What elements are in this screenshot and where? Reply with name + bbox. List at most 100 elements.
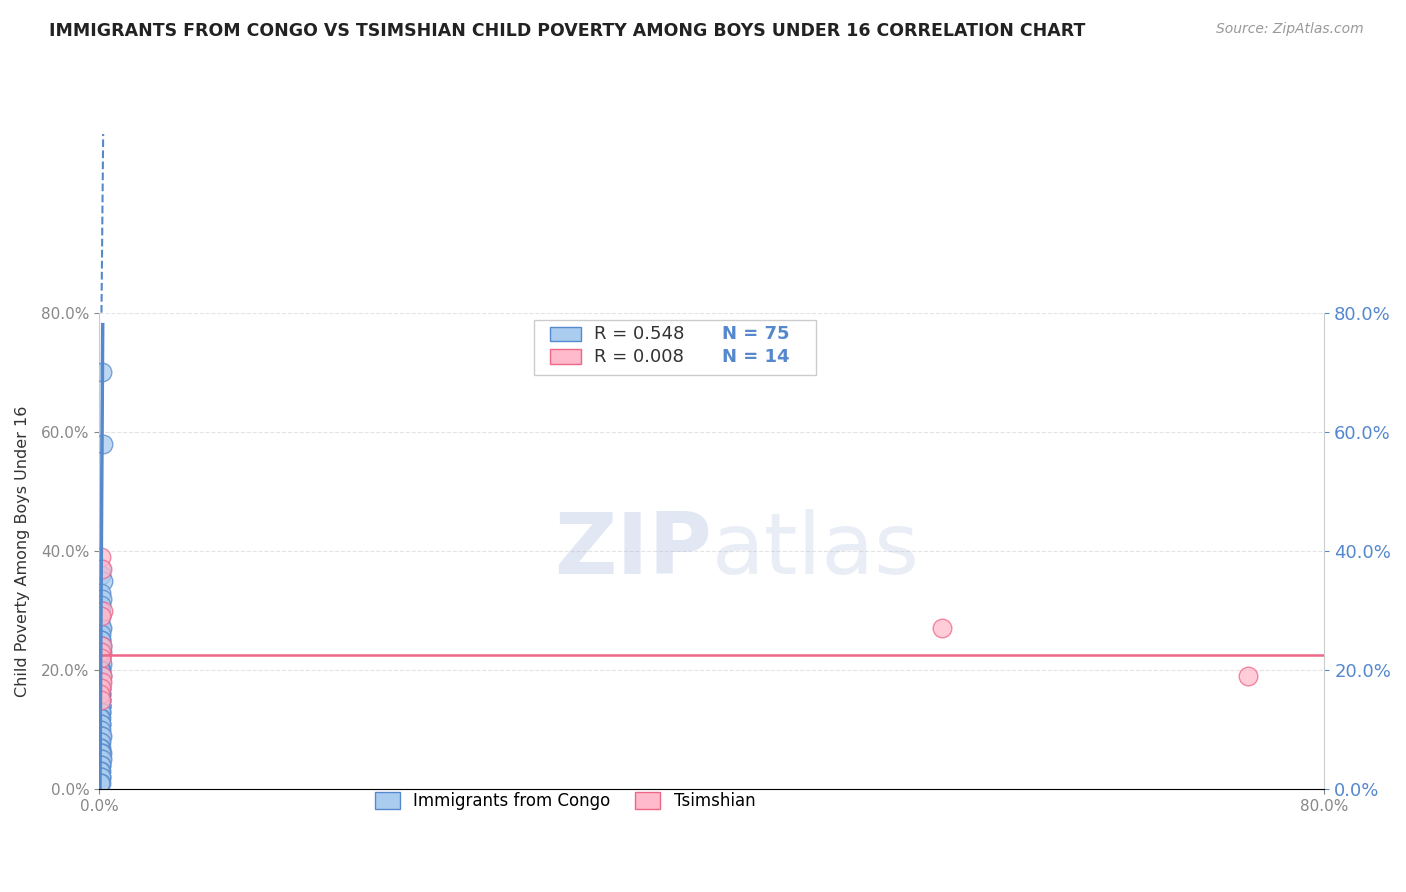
Point [90, 675, 112, 690]
Point [90, 729, 112, 743]
Point [91, 747, 114, 761]
Point [90, 770, 112, 784]
FancyBboxPatch shape [550, 327, 581, 342]
Point [90, 711, 112, 725]
Point [90, 716, 112, 731]
Point [90, 633, 112, 648]
Text: atlas: atlas [711, 509, 920, 592]
Legend: Immigrants from Congo, Tsimshian: Immigrants from Congo, Tsimshian [368, 785, 762, 816]
Point [90, 663, 112, 677]
Point [91, 574, 114, 588]
Point [90, 681, 112, 695]
Y-axis label: Child Poverty Among Boys Under 16: Child Poverty Among Boys Under 16 [15, 405, 30, 697]
Point [91, 603, 114, 617]
Point [90, 663, 112, 677]
Point [89, 723, 111, 737]
Point [90, 693, 112, 707]
Point [90, 770, 112, 784]
Point [90, 729, 112, 743]
Point [90, 603, 112, 617]
Point [89, 657, 111, 672]
Point [90, 747, 112, 761]
Point [91, 436, 114, 450]
Text: N = 14: N = 14 [721, 348, 789, 366]
Point [89, 711, 111, 725]
Point [90, 609, 112, 624]
Point [90, 698, 112, 713]
Point [90, 705, 112, 719]
Point [90, 687, 112, 701]
Point [89, 681, 111, 695]
Point [91, 669, 114, 683]
FancyBboxPatch shape [534, 320, 815, 375]
Point [90, 705, 112, 719]
Point [89, 615, 111, 630]
Text: Source: ZipAtlas.com: Source: ZipAtlas.com [1216, 22, 1364, 37]
Point [91, 645, 114, 659]
Point [89, 687, 111, 701]
Point [90, 633, 112, 648]
Point [90, 734, 112, 748]
Point [90, 645, 112, 659]
Point [90, 669, 112, 683]
Point [90, 723, 112, 737]
Point [89, 705, 111, 719]
Point [89, 764, 111, 779]
Text: R = 0.008: R = 0.008 [595, 348, 685, 366]
Point [90, 598, 112, 612]
Point [89, 687, 111, 701]
Point [90, 609, 112, 624]
Point [90, 675, 112, 690]
Point [90, 752, 112, 766]
Point [90, 669, 112, 683]
Point [90, 651, 112, 665]
Point [90, 549, 112, 564]
Point [89, 693, 111, 707]
Point [90, 591, 112, 606]
Point [90, 740, 112, 755]
Point [90, 698, 112, 713]
Point [90, 657, 112, 672]
Point [89, 747, 111, 761]
Point [90, 585, 112, 599]
Point [90, 687, 112, 701]
Point [90, 776, 112, 790]
Point [89, 675, 111, 690]
Point [90, 698, 112, 713]
Point [91, 365, 114, 379]
Point [91, 562, 114, 576]
Point [1237, 669, 1260, 683]
Point [90, 729, 112, 743]
Point [89, 645, 111, 659]
Text: IMMIGRANTS FROM CONGO VS TSIMSHIAN CHILD POVERTY AMONG BOYS UNDER 16 CORRELATION: IMMIGRANTS FROM CONGO VS TSIMSHIAN CHILD… [49, 22, 1085, 40]
Point [89, 776, 111, 790]
Text: R = 0.548: R = 0.548 [595, 326, 685, 343]
Point [90, 567, 112, 582]
Point [90, 752, 112, 766]
Point [89, 734, 111, 748]
Point [90, 621, 112, 635]
Point [90, 640, 112, 654]
Point [90, 675, 112, 690]
Point [90, 651, 112, 665]
Point [89, 752, 111, 766]
Point [90, 758, 112, 772]
Point [931, 621, 953, 635]
Point [90, 681, 112, 695]
FancyBboxPatch shape [550, 350, 581, 364]
Point [90, 681, 112, 695]
Point [90, 716, 112, 731]
Text: ZIP: ZIP [554, 509, 711, 592]
Point [90, 627, 112, 641]
Point [90, 669, 112, 683]
Point [90, 764, 112, 779]
Point [90, 758, 112, 772]
Point [90, 693, 112, 707]
Point [91, 640, 114, 654]
Point [90, 640, 112, 654]
Point [90, 621, 112, 635]
Point [90, 693, 112, 707]
Point [89, 740, 111, 755]
Point [89, 663, 111, 677]
Point [90, 562, 112, 576]
